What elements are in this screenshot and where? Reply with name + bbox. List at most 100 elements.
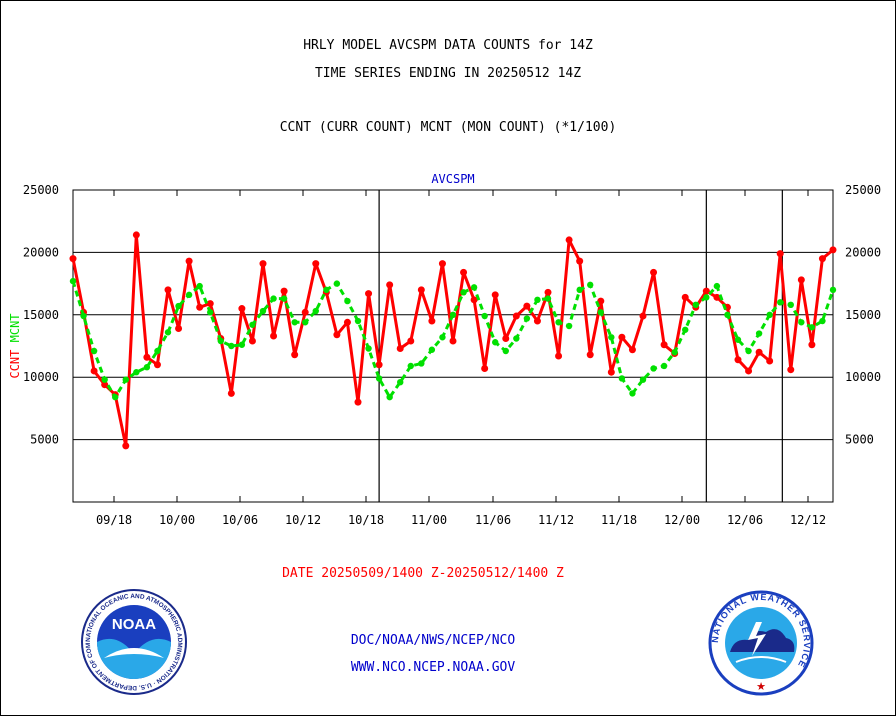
org-path: DOC/NOAA/NWS/NCEP/NCO — [350, 633, 516, 648]
x-tick-label: 10/00 — [159, 513, 195, 527]
data-point-ccnt — [702, 287, 710, 295]
data-point-mcnt — [386, 393, 393, 401]
data-point-mcnt — [534, 296, 541, 304]
data-point-ccnt — [238, 305, 246, 313]
data-point-mcnt — [365, 345, 372, 352]
data-point-ccnt — [470, 296, 478, 304]
chart-title: AVCSPM — [431, 172, 474, 186]
y-tick-label-right: 10000 — [845, 370, 881, 384]
data-point-mcnt — [80, 312, 87, 320]
data-point-ccnt — [375, 361, 383, 369]
data-point-ccnt — [745, 367, 753, 375]
data-point-ccnt — [797, 276, 805, 284]
data-point-ccnt — [301, 308, 309, 316]
data-point-mcnt — [713, 282, 721, 290]
data-point-ccnt — [523, 302, 531, 310]
data-point-mcnt — [175, 302, 182, 310]
data-point-ccnt — [576, 257, 584, 265]
data-point-mcnt — [312, 307, 319, 315]
data-point-mcnt — [523, 315, 531, 322]
y-axis-label: CCNT MCNT — [8, 313, 22, 378]
data-point-mcnt — [302, 319, 309, 326]
y-tick-label-right: 15000 — [845, 308, 881, 322]
data-point-mcnt — [375, 375, 383, 382]
y-tick-label-left: 10000 — [23, 370, 59, 384]
site-url[interactable]: WWW.NCO.NCEP.NOAA.GOV — [350, 660, 516, 675]
data-point-ccnt — [713, 293, 721, 301]
data-point-ccnt — [650, 268, 658, 276]
data-point-ccnt — [586, 351, 594, 359]
data-point-ccnt — [417, 286, 425, 294]
data-point-mcnt — [196, 282, 203, 290]
data-point-mcnt — [555, 319, 562, 326]
data-point-mcnt — [650, 365, 657, 372]
data-point-ccnt — [122, 442, 130, 450]
data-point-mcnt — [629, 390, 636, 397]
data-point-mcnt — [407, 362, 414, 370]
data-point-ccnt — [607, 368, 615, 376]
x-tick-label: 12/12 — [790, 513, 826, 527]
y-tick-label-right: 25000 — [845, 183, 881, 197]
data-point-ccnt — [185, 257, 193, 265]
data-point-ccnt — [248, 337, 256, 345]
y-tick-label-right: 5000 — [845, 433, 874, 447]
data-point-ccnt — [481, 364, 489, 372]
data-point-ccnt — [660, 341, 668, 349]
data-point-mcnt — [460, 289, 467, 296]
data-point-ccnt — [206, 300, 214, 308]
data-point-mcnt — [122, 376, 129, 383]
data-point-mcnt — [724, 311, 731, 318]
y-tick-label-left: 15000 — [23, 308, 59, 322]
data-point-ccnt — [101, 381, 109, 389]
data-point-mcnt — [766, 311, 773, 318]
data-point-ccnt — [280, 287, 288, 295]
data-point-ccnt — [259, 260, 267, 268]
data-point-ccnt — [312, 260, 320, 268]
data-point-ccnt — [449, 337, 457, 345]
svg-text:★: ★ — [756, 681, 766, 693]
data-point-ccnt — [460, 268, 468, 276]
data-point-ccnt — [227, 389, 235, 397]
data-point-mcnt — [492, 339, 499, 346]
data-point-mcnt — [755, 330, 763, 337]
data-point-ccnt — [681, 293, 689, 301]
y-axis-label-part: MCNT — [8, 313, 22, 349]
data-point-mcnt — [565, 322, 573, 330]
data-point-ccnt — [818, 255, 826, 263]
data-point-mcnt — [587, 281, 594, 289]
x-tick-label: 11/00 — [411, 513, 447, 527]
noaa-logo: NOAA NATIONAL OCEANIC AND ATMOSPHERIC AD… — [80, 588, 187, 695]
data-point-mcnt — [734, 336, 742, 343]
data-point-mcnt — [291, 319, 298, 326]
data-point-ccnt — [132, 231, 140, 239]
data-point-mcnt — [777, 299, 784, 306]
data-point-ccnt — [365, 290, 373, 298]
data-point-mcnt — [228, 342, 235, 350]
data-point-ccnt — [196, 303, 204, 311]
data-point-mcnt — [745, 347, 752, 355]
data-point-mcnt — [270, 295, 277, 302]
y-tick-label-left: 5000 — [30, 433, 59, 447]
x-tick-label: 12/00 — [664, 513, 700, 527]
data-point-ccnt — [597, 297, 605, 305]
data-point-mcnt — [639, 376, 647, 383]
data-point-mcnt — [502, 347, 509, 355]
data-point-ccnt — [491, 291, 499, 299]
chart-title-line-1: HRLY MODEL AVCSPM DATA COUNTS for 14Z — [303, 38, 593, 53]
data-point-ccnt — [386, 281, 394, 289]
data-point-ccnt — [565, 236, 573, 244]
date-range: DATE 20250509/1400 Z-20250512/1400 Z — [282, 566, 564, 581]
x-tick-label: 12/06 — [727, 513, 763, 527]
data-point-ccnt — [153, 361, 161, 369]
data-point-mcnt — [143, 364, 151, 371]
data-point-ccnt — [428, 317, 436, 325]
data-point-mcnt — [354, 317, 362, 325]
data-point-ccnt — [333, 331, 341, 339]
data-point-ccnt — [776, 250, 784, 258]
data-point-ccnt — [396, 344, 404, 352]
y-tick-label-right: 20000 — [845, 245, 881, 259]
data-point-ccnt — [512, 312, 520, 320]
data-point-mcnt — [259, 307, 267, 315]
data-point-mcnt — [428, 346, 436, 353]
